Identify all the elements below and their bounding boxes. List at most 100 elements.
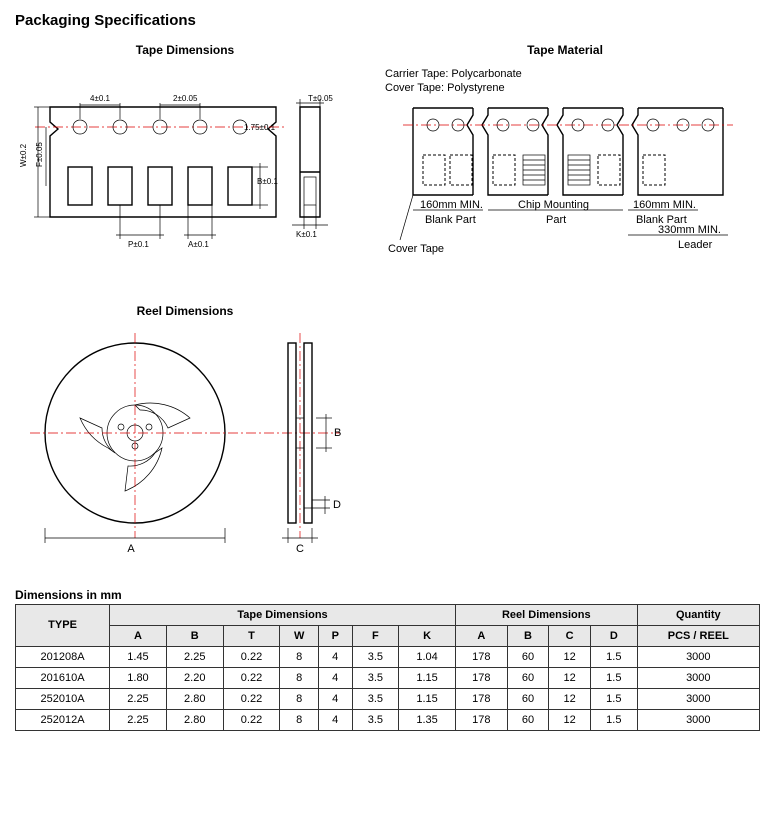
- dim-K: K±0.1: [296, 230, 317, 239]
- tape-material-block: Tape Material Carrier Tape: Polycarbonat…: [385, 39, 745, 280]
- table-cell: 178: [455, 646, 507, 667]
- table-cell: 12: [549, 688, 591, 709]
- table-row: 252010A2.252.800.22843.51.1517860121.530…: [16, 688, 760, 709]
- table-cell: 0.22: [223, 709, 280, 730]
- table-cell: 3000: [637, 688, 759, 709]
- tape-mat-heading: Tape Material: [527, 43, 603, 57]
- table-cell: 0.22: [223, 688, 280, 709]
- th-tape-K: K: [399, 625, 456, 646]
- blank1-sub: Blank Part: [425, 214, 476, 226]
- table-cell: 3000: [637, 667, 759, 688]
- subheader-row: ABTWPFKABCDPCS / REEL: [16, 625, 760, 646]
- blank2-dim: 160mm MIN.: [633, 199, 696, 211]
- table-cell: 0.22: [223, 667, 280, 688]
- chip-dim: Chip Mounting: [518, 199, 589, 211]
- chip-sub: Part: [546, 214, 566, 226]
- dim-sprocket: 1.75±0.1: [244, 123, 276, 132]
- table-cell: 1.15: [399, 688, 456, 709]
- table-cell: 201610A: [16, 667, 110, 688]
- table-caption: Dimensions in mm: [15, 588, 760, 602]
- reel-C: C: [296, 543, 304, 555]
- th-tape: Tape Dimensions: [110, 604, 456, 625]
- table-cell: 60: [507, 709, 549, 730]
- reel-D: D: [333, 499, 341, 511]
- page-title: Packaging Specifications: [15, 12, 760, 29]
- table-cell: 2.25: [166, 646, 223, 667]
- dim-4: 4±0.1: [90, 94, 111, 103]
- tape-dimensions-diagram: 4±0.1 2±0.05 T±0.05 1.75±0.1 B±0.1 P±0.1…: [20, 67, 350, 252]
- tape-dim-heading: Tape Dimensions: [136, 43, 234, 57]
- table-cell: 1.45: [110, 646, 167, 667]
- th-tape-F: F: [352, 625, 399, 646]
- table-cell: 178: [455, 667, 507, 688]
- dim-2: 2±0.05: [173, 94, 198, 103]
- table-cell: 8: [280, 646, 319, 667]
- table-cell: 4: [318, 688, 352, 709]
- table-cell: 201208A: [16, 646, 110, 667]
- th-qty: Quantity: [637, 604, 759, 625]
- table-cell: 178: [455, 709, 507, 730]
- dim-P: P±0.1: [128, 240, 149, 249]
- table-cell: 8: [280, 709, 319, 730]
- tape-dimensions-block: Tape Dimensions 4±0.1: [15, 39, 355, 280]
- th-reel-B: B: [507, 625, 549, 646]
- table-cell: 1.5: [590, 646, 637, 667]
- reel-dimensions-diagram: A B C D: [20, 328, 350, 558]
- tape-material-diagram: 160mm MIN. Blank Part Chip Mounting Part…: [388, 100, 743, 280]
- table-cell: 3000: [637, 709, 759, 730]
- spec-table: TYPE Tape Dimensions Reel Dimensions Qua…: [15, 604, 760, 731]
- table-row: 252012A2.252.800.22843.51.3517860121.530…: [16, 709, 760, 730]
- table-row: 201610A1.802.200.22843.51.1517860121.530…: [16, 667, 760, 688]
- leader-dim: 330mm MIN.: [658, 224, 721, 236]
- carrier-tape-label: Carrier Tape: Polycarbonate: [385, 67, 522, 81]
- table-cell: 4: [318, 646, 352, 667]
- th-tape-B: B: [166, 625, 223, 646]
- spec-tbody: 201208A1.452.250.22843.51.0417860121.530…: [16, 646, 760, 730]
- dim-T: T±0.05: [308, 94, 333, 103]
- table-cell: 2.80: [166, 709, 223, 730]
- table-cell: 0.22: [223, 646, 280, 667]
- th-reel: Reel Dimensions: [455, 604, 637, 625]
- table-cell: 1.80: [110, 667, 167, 688]
- table-cell: 1.5: [590, 688, 637, 709]
- table-cell: 2.80: [166, 688, 223, 709]
- table-cell: 8: [280, 667, 319, 688]
- reel-A: A: [127, 543, 135, 555]
- top-diagrams-row: Tape Dimensions 4±0.1: [15, 39, 760, 280]
- reel-B: B: [334, 427, 341, 439]
- table-cell: 60: [507, 688, 549, 709]
- chip-pocket-2: [568, 155, 590, 185]
- material-text: Carrier Tape: Polycarbonate Cover Tape: …: [385, 67, 522, 96]
- table-row: 201208A1.452.250.22843.51.0417860121.530…: [16, 646, 760, 667]
- dim-F: F±0.05: [35, 142, 44, 167]
- th-tape-P: P: [318, 625, 352, 646]
- table-cell: 8: [280, 688, 319, 709]
- blank1-dim: 160mm MIN.: [420, 199, 483, 211]
- th-reel-A: A: [455, 625, 507, 646]
- th-reel-C: C: [549, 625, 591, 646]
- table-cell: 3.5: [352, 688, 399, 709]
- table-cell: 2.25: [110, 688, 167, 709]
- table-cell: 12: [549, 709, 591, 730]
- dim-A: A±0.1: [188, 240, 209, 249]
- th-type: TYPE: [16, 604, 110, 646]
- dim-W: W±0.2: [20, 143, 28, 167]
- th-qty-sub: PCS / REEL: [637, 625, 759, 646]
- table-cell: 60: [507, 646, 549, 667]
- th-reel-D: D: [590, 625, 637, 646]
- table-cell: 3000: [637, 646, 759, 667]
- table-cell: 3.5: [352, 646, 399, 667]
- table-cell: 12: [549, 646, 591, 667]
- chip-pocket: [523, 155, 545, 185]
- table-cell: 2.25: [110, 709, 167, 730]
- th-tape-T: T: [223, 625, 280, 646]
- table-cell: 3.5: [352, 667, 399, 688]
- table-cell: 3.5: [352, 709, 399, 730]
- table-cell: 1.04: [399, 646, 456, 667]
- table-cell: 252012A: [16, 709, 110, 730]
- reel-dim-heading: Reel Dimensions: [137, 304, 234, 318]
- table-cell: 1.15: [399, 667, 456, 688]
- cover-tape-pointer: Cover Tape: [388, 243, 444, 255]
- table-cell: 4: [318, 667, 352, 688]
- table-cell: 4: [318, 709, 352, 730]
